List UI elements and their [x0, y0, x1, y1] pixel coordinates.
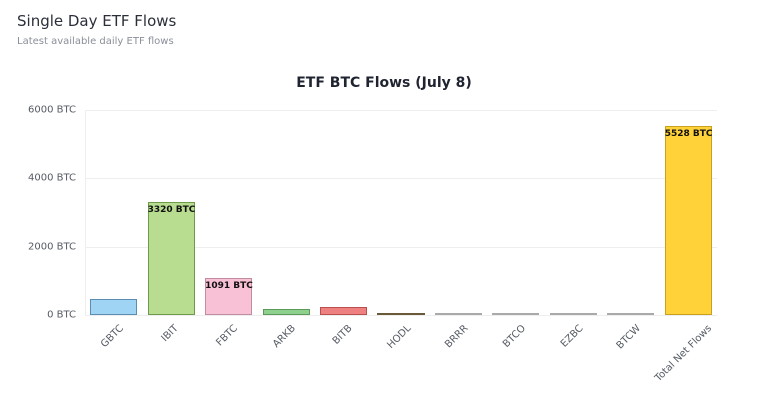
x-tick-label: ARKB [271, 323, 299, 351]
bar-btco[interactable] [492, 313, 540, 315]
bar-ezbc[interactable] [549, 313, 597, 315]
chart-title: ETF BTC Flows (July 8) [296, 75, 472, 91]
y-tick-label: 2000 BTC [28, 241, 76, 253]
x-tick-label: BTCO [500, 323, 528, 351]
bar-arkb[interactable] [262, 308, 310, 315]
y-axis-line [85, 110, 86, 315]
x-tick-label: IBIT [159, 323, 181, 345]
bar-fbtc[interactable] [205, 277, 253, 315]
x-tick-label: EZBC [558, 323, 586, 350]
bar-value-label: 3320 BTC [147, 204, 196, 215]
y-tick-label: 6000 BTC [28, 104, 76, 116]
page-subtitle: Latest available daily ETF flows [17, 36, 174, 47]
y-tick-label: 4000 BTC [28, 172, 76, 184]
bar-total-net-flows[interactable] [664, 126, 712, 315]
bar-hodl[interactable] [377, 313, 425, 315]
bar-ibit[interactable] [147, 201, 195, 315]
page-header: Single Day ETF Flows Latest available da… [17, 12, 176, 47]
bar-btcw[interactable] [607, 313, 655, 315]
x-tick-label: Total Net Flows [653, 323, 715, 385]
x-tick-label: FBTC [214, 323, 240, 349]
x-tick-label: BITB [330, 323, 355, 347]
gridline [85, 315, 717, 316]
x-tick-label: BTCW [614, 323, 644, 352]
y-tick-label: 0 BTC [47, 309, 76, 321]
gridline [85, 246, 717, 248]
bar-value-label: 5528 BTC [664, 129, 713, 140]
x-tick-label: BRRR [443, 323, 471, 351]
gridline [85, 178, 717, 180]
x-tick-label: GBTC [98, 323, 126, 350]
bar-brrr[interactable] [434, 313, 482, 315]
page-title: Single Day ETF Flows [17, 12, 177, 30]
gridline [85, 110, 717, 111]
bar-gbtc[interactable] [90, 299, 138, 315]
bar-bitb[interactable] [319, 307, 368, 315]
bar-value-label: 1091 BTC [205, 280, 253, 291]
x-tick-label: HODL [385, 323, 414, 352]
